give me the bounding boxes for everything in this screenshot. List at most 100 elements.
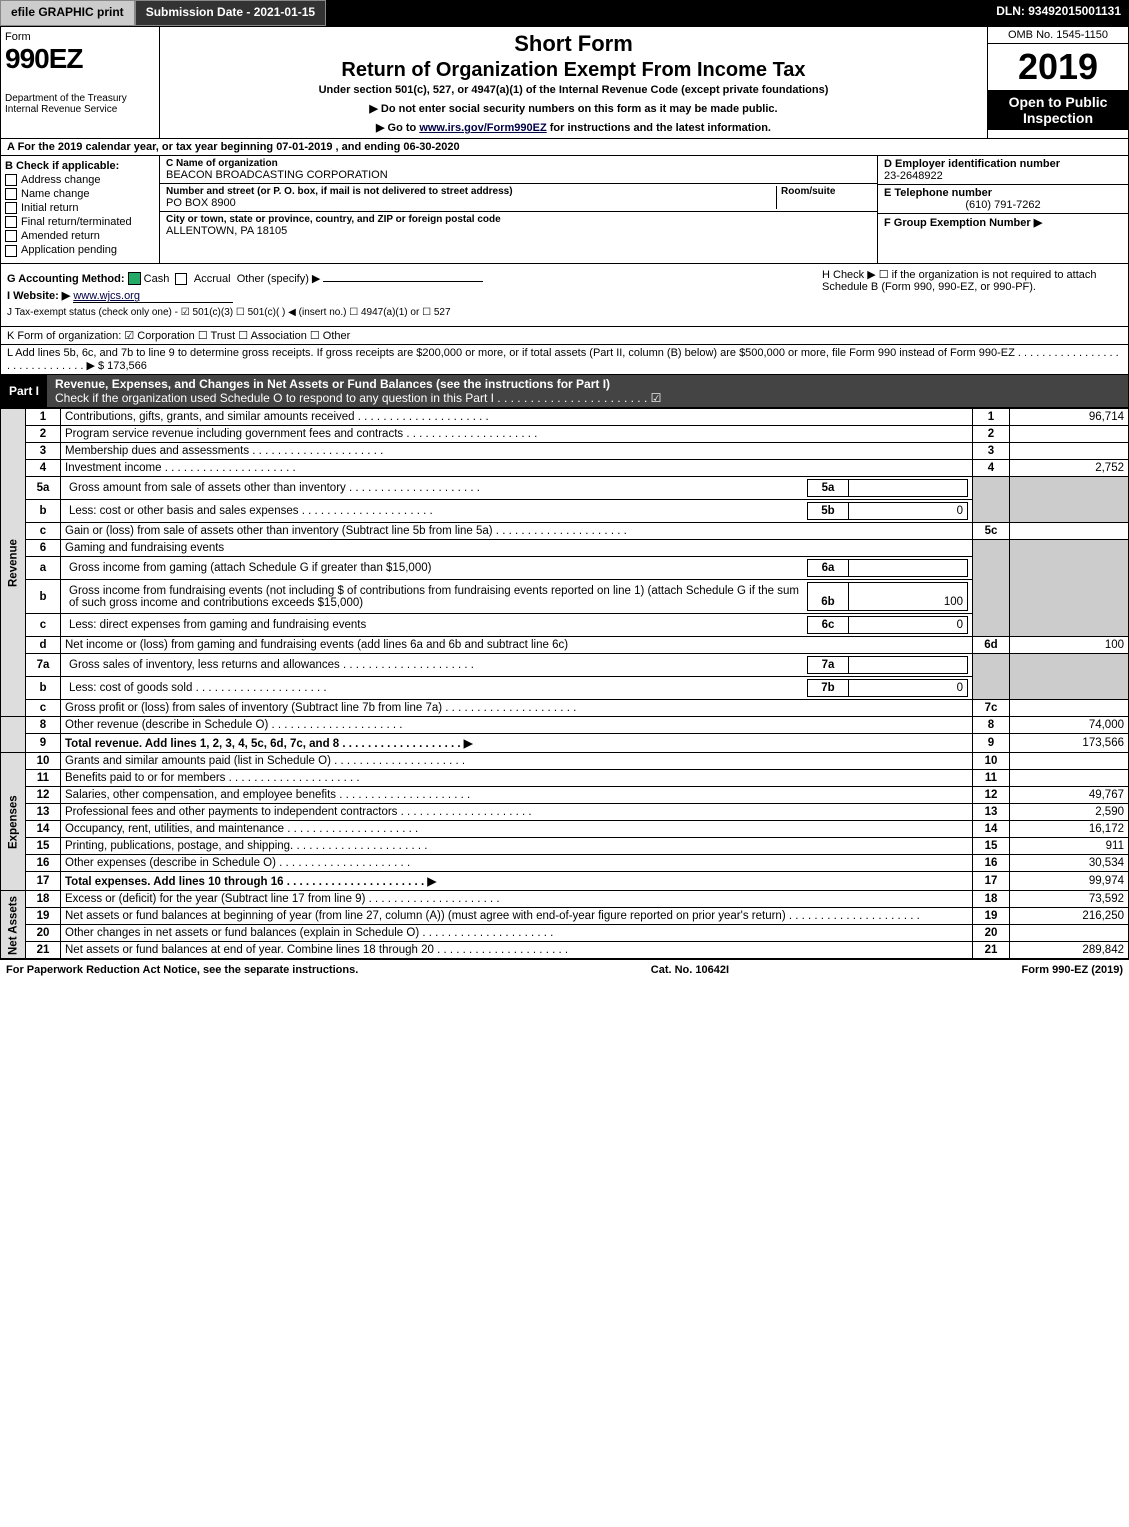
efile-print-button[interactable]: efile GRAPHIC print	[0, 0, 135, 26]
sidetab-expenses: Expenses	[1, 753, 26, 891]
part1-tab: Part I	[1, 382, 47, 400]
ln5c-num: c	[26, 523, 61, 540]
e-label: E Telephone number	[884, 187, 1122, 199]
ln6-num: 6	[26, 540, 61, 557]
ln20-col: 20	[973, 925, 1010, 942]
row-a-period: A For the 2019 calendar year, or tax yea…	[0, 139, 1129, 156]
ln7b-desc-wrap: Less: cost of goods sold 7b 0	[61, 677, 973, 700]
ln6b-desc: Gross income from fundraising events (no…	[65, 583, 808, 611]
ln4-amt: 2,752	[1010, 460, 1129, 477]
ln6d-col: 6d	[973, 637, 1010, 654]
ln7b-subamt: 0	[849, 680, 968, 697]
ln4-desc: Investment income	[61, 460, 973, 477]
ln19-desc: Net assets or fund balances at beginning…	[61, 908, 973, 925]
row-l: L Add lines 5b, 6c, and 7b to line 9 to …	[0, 345, 1129, 375]
ln18-desc: Excess or (deficit) for the year (Subtra…	[61, 891, 973, 908]
ln20-amt	[1010, 925, 1129, 942]
part1-check: Check if the organization used Schedule …	[55, 391, 661, 405]
ln5c-desc: Gain or (loss) from sale of assets other…	[61, 523, 973, 540]
ln5a-desc-wrap: Gross amount from sale of assets other t…	[61, 477, 973, 500]
footer-left: For Paperwork Reduction Act Notice, see …	[6, 964, 358, 976]
ln5a-subamt	[849, 480, 968, 497]
ln8-amt: 74,000	[1010, 717, 1129, 734]
ln12-desc: Salaries, other compensation, and employ…	[61, 787, 973, 804]
b-label: B Check if applicable:	[5, 160, 155, 172]
ln6d-amt: 100	[1010, 637, 1129, 654]
ln3-amt	[1010, 443, 1129, 460]
ln19-col: 19	[973, 908, 1010, 925]
chk-cash[interactable]	[128, 272, 141, 285]
dln-label: DLN: 93492015001131	[988, 0, 1129, 26]
ln19-num: 19	[26, 908, 61, 925]
ln10-amt	[1010, 753, 1129, 770]
chk-initial-return[interactable]: Initial return	[5, 202, 155, 214]
ln13-col: 13	[973, 804, 1010, 821]
chk-final-return[interactable]: Final return/terminated	[5, 216, 155, 228]
ln5a-num: 5a	[26, 477, 61, 500]
col-def: D Employer identification number 23-2648…	[877, 156, 1128, 263]
ln5c-col: 5c	[973, 523, 1010, 540]
header-right: OMB No. 1545-1150 2019 Open to Public In…	[987, 27, 1128, 138]
row-k: K Form of organization: ☑ Corporation ☐ …	[0, 327, 1129, 345]
ln21-desc: Net assets or fund balances at end of ye…	[61, 942, 973, 959]
ln17-desc: Total expenses. Add lines 10 through 16 …	[61, 872, 973, 891]
submission-date-button[interactable]: Submission Date - 2021-01-15	[135, 0, 326, 26]
ln7c-col: 7c	[973, 700, 1010, 717]
ln4-col: 4	[973, 460, 1010, 477]
ln7a-subamt	[849, 657, 968, 674]
chk-application-pending[interactable]: Application pending	[5, 244, 155, 256]
row-ghij: G Accounting Method: Cash Accrual Other …	[0, 264, 1129, 328]
ln2-amt	[1010, 426, 1129, 443]
ln15-amt: 911	[1010, 838, 1129, 855]
ln6-greyamt	[1010, 540, 1129, 637]
ln5b-num: b	[26, 500, 61, 523]
chk-address-change[interactable]: Address change	[5, 174, 155, 186]
ln6a-subamt	[849, 560, 968, 577]
ln10-num: 10	[26, 753, 61, 770]
ln5b-subamt: 0	[849, 503, 968, 520]
ln5a-desc: Gross amount from sale of assets other t…	[65, 480, 808, 497]
ln1-amt: 96,714	[1010, 409, 1129, 426]
website-link[interactable]: www.wjcs.org	[73, 290, 233, 303]
ln6c-num: c	[26, 614, 61, 637]
ln14-desc: Occupancy, rent, utilities, and maintena…	[61, 821, 973, 838]
dept-label: Department of the Treasury	[5, 93, 155, 104]
irs-label: Internal Revenue Service	[5, 104, 155, 115]
irs-link[interactable]: www.irs.gov/Form990EZ	[419, 122, 546, 134]
footer-right: Form 990-EZ (2019)	[1022, 964, 1123, 976]
ln21-num: 21	[26, 942, 61, 959]
chk-amended-return[interactable]: Amended return	[5, 230, 155, 242]
i-label: I Website: ▶	[7, 290, 70, 302]
form-number: 990EZ	[5, 43, 155, 75]
form-label: Form	[5, 31, 155, 43]
ln7b-sub: 7b	[808, 680, 849, 697]
ln8-num: 8	[26, 717, 61, 734]
ln5ab-greycol	[973, 477, 1010, 523]
chk-name-change[interactable]: Name change	[5, 188, 155, 200]
ln1-desc: Contributions, gifts, grants, and simila…	[61, 409, 973, 426]
ln5b-desc: Less: cost or other basis and sales expe…	[65, 503, 808, 520]
chk-accrual[interactable]	[175, 273, 187, 285]
ln1-col: 1	[973, 409, 1010, 426]
ln13-num: 13	[26, 804, 61, 821]
ln10-col: 10	[973, 753, 1010, 770]
ln6c-desc-wrap: Less: direct expenses from gaming and fu…	[61, 614, 973, 637]
ln11-desc: Benefits paid to or for members	[61, 770, 973, 787]
page-footer: For Paperwork Reduction Act Notice, see …	[0, 959, 1129, 980]
ln6d-desc: Net income or (loss) from gaming and fun…	[61, 637, 973, 654]
ln6c-sub: 6c	[808, 617, 849, 634]
part1-table: Revenue 1 Contributions, gifts, grants, …	[0, 408, 1129, 959]
ln12-col: 12	[973, 787, 1010, 804]
top-bar: efile GRAPHIC print Submission Date - 20…	[0, 0, 1129, 26]
ln18-num: 18	[26, 891, 61, 908]
ln9-col: 9	[973, 734, 1010, 753]
ln8-col: 8	[973, 717, 1010, 734]
col-c: C Name of organization BEACON BROADCASTI…	[160, 156, 877, 263]
ln5c-amt	[1010, 523, 1129, 540]
ln15-col: 15	[973, 838, 1010, 855]
ln15-num: 15	[26, 838, 61, 855]
ln14-col: 14	[973, 821, 1010, 838]
d-label: D Employer identification number	[884, 158, 1122, 170]
ln7b-num: b	[26, 677, 61, 700]
ln18-col: 18	[973, 891, 1010, 908]
